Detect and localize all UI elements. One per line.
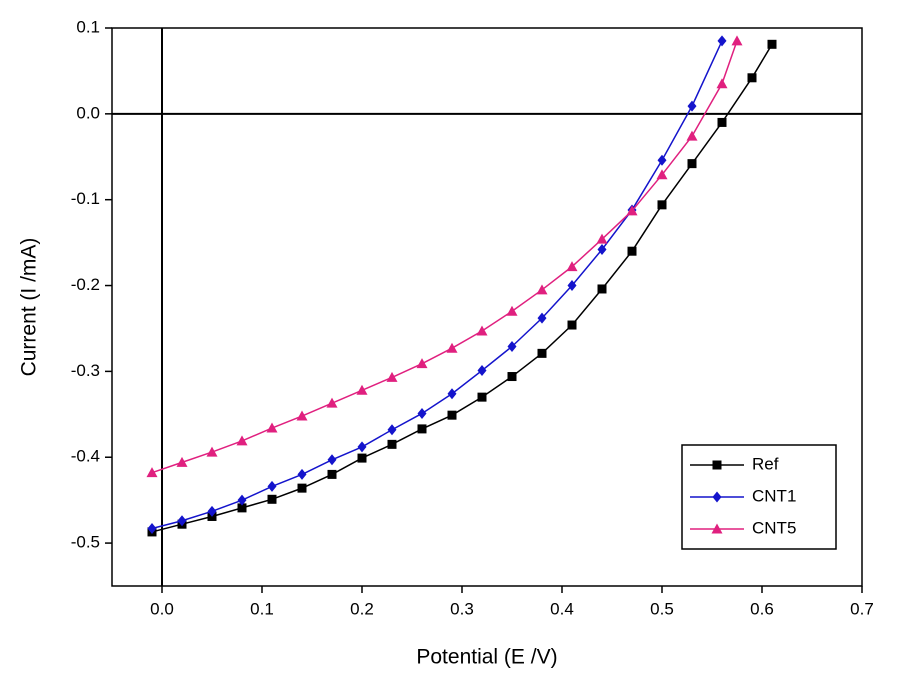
x-axis-label: Potential (E /V) xyxy=(416,646,557,669)
data-point xyxy=(297,468,307,480)
data-point xyxy=(566,261,578,272)
data-point xyxy=(357,453,367,463)
data-point xyxy=(146,467,158,478)
data-point xyxy=(597,243,607,255)
data-point xyxy=(446,342,458,353)
data-point xyxy=(687,159,697,169)
y-tick-label: -0.5 xyxy=(71,533,100,552)
data-point xyxy=(656,169,668,180)
data-point xyxy=(447,410,457,420)
data-point xyxy=(326,397,338,408)
data-point xyxy=(567,320,577,330)
x-tick-label: 0.5 xyxy=(650,599,674,618)
y-tick-label: -0.1 xyxy=(71,189,100,208)
x-tick-label: 0.3 xyxy=(450,599,474,618)
data-point xyxy=(507,372,517,382)
data-point xyxy=(387,439,397,449)
data-point xyxy=(237,503,247,513)
plot-frame xyxy=(111,27,863,587)
data-point xyxy=(717,35,727,47)
data-point xyxy=(506,305,518,316)
data-point xyxy=(477,392,487,402)
data-point xyxy=(447,388,457,400)
data-point xyxy=(327,454,337,466)
legend-marker xyxy=(711,523,723,534)
series-line xyxy=(151,43,773,533)
data-point xyxy=(417,407,427,419)
y-axis-label: Current (I /mA) xyxy=(18,238,41,377)
data-point xyxy=(597,284,607,294)
data-point xyxy=(536,284,548,295)
data-point xyxy=(386,371,398,382)
data-point xyxy=(236,435,248,446)
y-tick-label: 0.1 xyxy=(76,17,100,36)
data-point xyxy=(477,365,487,377)
y-tick-label: -0.3 xyxy=(71,361,100,380)
data-point xyxy=(357,441,367,453)
data-point xyxy=(267,494,277,504)
data-point xyxy=(507,340,517,352)
x-tick-label: 0.0 xyxy=(150,599,174,618)
legend-label: CNT5 xyxy=(752,518,796,537)
data-point xyxy=(207,505,217,517)
data-point xyxy=(387,424,397,436)
data-point xyxy=(657,154,667,166)
data-point xyxy=(731,35,743,46)
data-point xyxy=(266,422,278,433)
data-point xyxy=(596,233,608,244)
data-point xyxy=(567,280,577,292)
data-point xyxy=(626,205,638,216)
data-point xyxy=(627,246,637,256)
data-point xyxy=(747,73,757,83)
y-tick-label: -0.4 xyxy=(71,447,100,466)
data-point xyxy=(416,358,428,369)
data-point xyxy=(206,446,218,457)
data-point xyxy=(657,200,667,210)
data-point xyxy=(716,78,728,89)
y-tick-label: -0.2 xyxy=(71,275,100,294)
x-tick-label: 0.7 xyxy=(850,599,874,618)
legend-label: CNT1 xyxy=(752,486,796,505)
data-point xyxy=(177,515,187,527)
legend-label: Ref xyxy=(752,454,779,473)
data-point xyxy=(476,325,488,336)
x-tick-label: 0.1 xyxy=(250,599,274,618)
data-point xyxy=(297,483,307,493)
data-point xyxy=(417,424,427,434)
data-point xyxy=(767,39,777,49)
x-tick-label: 0.4 xyxy=(550,599,574,618)
data-point xyxy=(356,384,368,395)
y-tick-label: 0.0 xyxy=(76,103,100,122)
data-point xyxy=(537,312,547,324)
data-point xyxy=(717,117,727,127)
data-point xyxy=(686,130,698,141)
x-tick-label: 0.6 xyxy=(750,599,774,618)
x-tick-label: 0.2 xyxy=(350,599,374,618)
legend-marker xyxy=(712,460,722,470)
data-point xyxy=(296,410,308,421)
data-point xyxy=(267,480,277,492)
data-point xyxy=(147,522,157,534)
data-point xyxy=(237,494,247,506)
legend-marker xyxy=(712,491,722,503)
data-point xyxy=(537,348,547,358)
data-point xyxy=(327,469,337,479)
data-point xyxy=(176,456,188,467)
data-point xyxy=(687,100,697,112)
